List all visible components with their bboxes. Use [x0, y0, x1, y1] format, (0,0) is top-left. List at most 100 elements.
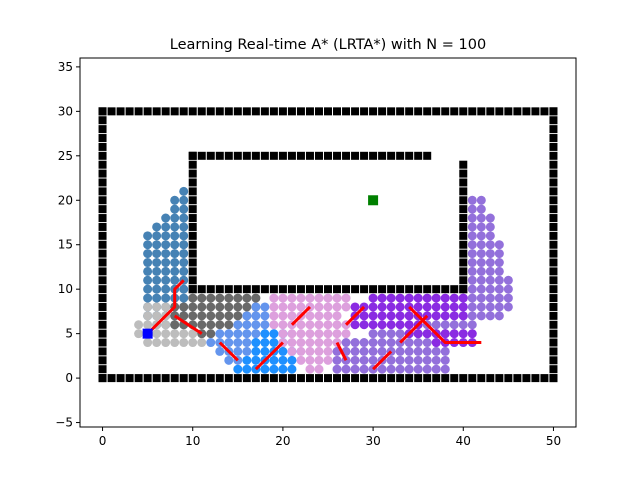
obstacle-point [242, 285, 251, 294]
obstacle-point [459, 276, 468, 285]
obstacle-point [549, 214, 558, 223]
obstacle-point [278, 107, 287, 116]
explored-point [431, 346, 441, 356]
explored-point [323, 302, 333, 312]
explored-region [206, 302, 270, 365]
obstacle-point [324, 285, 332, 294]
explored-point [431, 355, 441, 365]
obstacle-point [98, 125, 107, 134]
explored-point [242, 302, 252, 312]
explored-point [152, 284, 162, 294]
explored-point [179, 195, 189, 205]
obstacle-point [188, 276, 197, 285]
obstacle-point [296, 151, 305, 160]
explored-point [314, 346, 324, 356]
obstacle-point [432, 107, 441, 116]
explored-point [413, 346, 423, 356]
explored-point [170, 213, 180, 223]
obstacle-point [360, 107, 369, 116]
explored-point [422, 302, 432, 312]
explored-point [224, 320, 234, 330]
explored-point [494, 311, 504, 321]
explored-point [251, 338, 261, 348]
explored-point [350, 346, 360, 356]
obstacle-point [342, 285, 351, 294]
explored-point [224, 338, 234, 348]
explored-point [278, 311, 288, 321]
explored-point [134, 320, 144, 330]
explored-point [323, 293, 333, 303]
explored-point [179, 329, 189, 339]
explored-point [152, 249, 162, 259]
explored-point [422, 364, 432, 374]
obstacle-point [188, 205, 197, 214]
explored-point [170, 275, 180, 285]
explored-point [476, 293, 486, 303]
explored-point [449, 293, 459, 303]
explored-point [332, 364, 342, 374]
obstacle-point [522, 374, 531, 383]
explored-point [404, 355, 414, 365]
explored-point [143, 231, 153, 241]
explored-point [467, 266, 477, 276]
explored-point [467, 302, 477, 312]
obstacle-point [98, 214, 107, 223]
explored-point [269, 302, 279, 312]
obstacle-point [549, 258, 558, 267]
obstacle-point [549, 302, 558, 311]
obstacle-point [549, 294, 558, 303]
explored-point [314, 355, 324, 365]
obstacle-point [459, 249, 468, 258]
obstacle-point [269, 107, 278, 116]
explored-point [386, 364, 396, 374]
obstacle-point [188, 267, 197, 276]
explored-point [305, 293, 315, 303]
explored-point [467, 329, 477, 339]
explored-point [233, 364, 243, 374]
goal-marker [368, 195, 379, 206]
explored-point [494, 266, 504, 276]
explored-point [170, 249, 180, 259]
obstacle-point [324, 151, 332, 160]
obstacle-point [296, 374, 305, 383]
obstacle-point [405, 285, 414, 294]
explored-point [323, 311, 333, 321]
explored-point [188, 329, 198, 339]
explored-point [440, 293, 450, 303]
obstacle-point [98, 320, 107, 329]
obstacle-point [98, 374, 107, 383]
explored-point [269, 364, 279, 374]
explored-point [197, 311, 207, 321]
explored-point [476, 240, 486, 250]
obstacle-point [378, 151, 387, 160]
obstacle-point [450, 374, 459, 383]
x-tick-label: 0 [99, 434, 107, 448]
obstacle-point [206, 285, 215, 294]
explored-point [332, 329, 342, 339]
explored-point [152, 293, 162, 303]
explored-point [188, 293, 198, 303]
explored-point [377, 311, 387, 321]
explored-point [143, 284, 153, 294]
obstacle-point [134, 374, 143, 383]
explored-point [467, 195, 477, 205]
explored-point [278, 320, 288, 330]
obstacle-point [188, 107, 197, 116]
obstacle-point [143, 107, 152, 116]
obstacle-point [206, 151, 215, 160]
explored-point [242, 320, 252, 330]
explored-point [242, 338, 252, 348]
explored-point [215, 346, 225, 356]
explored-point [431, 302, 441, 312]
obstacle-point [549, 240, 558, 249]
explored-point [341, 364, 351, 374]
explored-point [395, 364, 405, 374]
explored-point [314, 338, 324, 348]
obstacle-point [513, 107, 522, 116]
obstacle-point [98, 142, 107, 151]
explored-point [215, 320, 225, 330]
obstacle-point [360, 374, 369, 383]
explored-point [476, 222, 486, 232]
obstacle-point [260, 107, 269, 116]
explored-point [269, 329, 279, 339]
